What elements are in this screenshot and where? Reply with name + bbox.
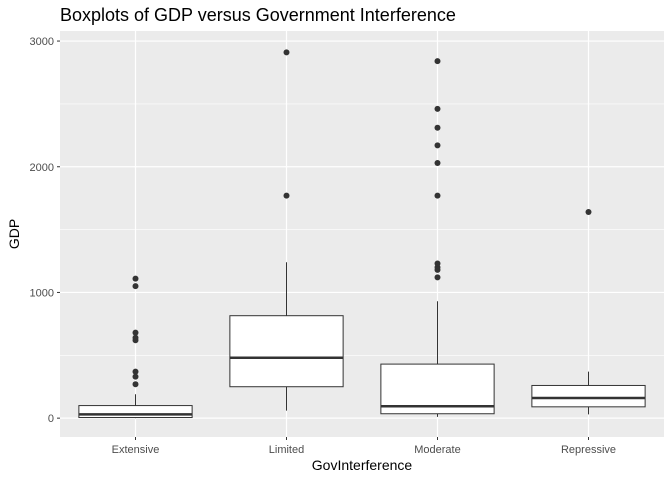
outlier-point <box>434 192 441 199</box>
outlier-point <box>283 192 290 199</box>
plot-panel <box>60 31 664 437</box>
boxes <box>78 49 646 419</box>
box-moderate <box>380 58 495 417</box>
iqr-box <box>229 315 344 388</box>
x-axis: Extensive Limited Moderate Repressive <box>112 437 616 456</box>
x-tick-label: Moderate <box>414 444 460 456</box>
outlier-point <box>434 142 441 149</box>
y-tick-label: 3000 <box>30 36 54 48</box>
chart-title: Boxplots of GDP versus Government Interf… <box>60 5 456 25</box>
outlier-point <box>283 49 290 56</box>
outlier-point <box>132 275 139 282</box>
y-tick-label: 2000 <box>30 162 54 174</box>
outlier-point <box>585 209 592 216</box>
outlier-point <box>132 368 139 375</box>
x-tick-label: Repressive <box>561 444 616 456</box>
grid-minor <box>60 103 664 356</box>
outlier-point <box>132 283 139 290</box>
x-tick-label: Extensive <box>112 444 160 456</box>
outlier-point <box>132 329 139 336</box>
outlier-point <box>434 124 441 131</box>
outlier-point <box>434 274 441 281</box>
outlier-point <box>132 373 139 380</box>
x-tick-label: Limited <box>269 444 304 456</box>
box-limited <box>229 49 344 411</box>
y-tick-label: 0 <box>48 413 54 425</box>
box-extensive <box>78 275 193 419</box>
y-axis-title: GDP <box>6 219 22 249</box>
iqr-box <box>531 384 646 408</box>
y-axis: 0 1000 2000 3000 <box>30 36 60 425</box>
outlier-point <box>434 58 441 65</box>
outlier-point <box>434 260 441 267</box>
outlier-point <box>132 334 139 341</box>
y-tick-label: 1000 <box>30 287 54 299</box>
box-repressive <box>531 209 646 415</box>
iqr-box <box>78 405 193 419</box>
outlier-point <box>132 381 139 388</box>
x-axis-title: GovInterference <box>312 457 413 473</box>
outlier-point <box>434 105 441 112</box>
outlier-point <box>434 159 441 166</box>
